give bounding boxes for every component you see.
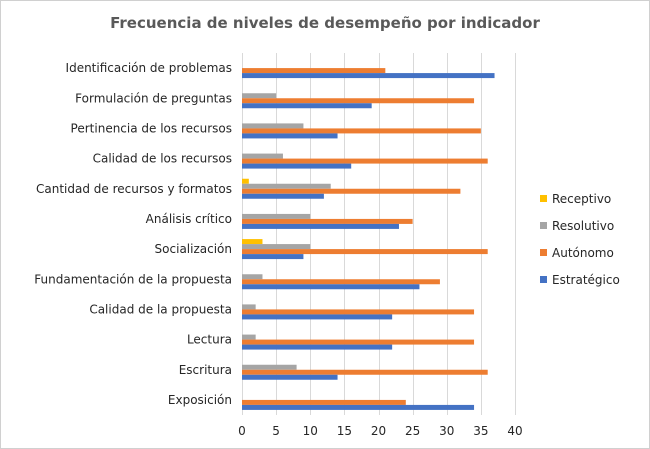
x-tick-label: 0 xyxy=(238,424,246,438)
category-label: Pertinencia de los recursos xyxy=(71,121,232,135)
bar-resolutivo xyxy=(242,93,277,99)
bar-autónomo xyxy=(242,98,475,104)
bar-estratégico xyxy=(242,284,420,290)
category-label: Exposición xyxy=(168,393,232,407)
bar-autónomo xyxy=(242,369,488,375)
bar-estratégico xyxy=(242,133,338,139)
bar-estratégico xyxy=(242,163,352,169)
category-labels: Identificación de problemas Formulación d… xyxy=(34,61,232,407)
bar-autónomo xyxy=(242,399,406,405)
bar-autónomo xyxy=(242,128,481,134)
x-tick-labels: 0 5 10 15 20 25 30 35 40 xyxy=(238,424,522,438)
legend-label: Resolutivo xyxy=(552,219,614,233)
category-label: Calidad de la propuesta xyxy=(89,302,232,316)
legend-swatch xyxy=(540,222,547,229)
bar-autónomo xyxy=(242,158,488,164)
bar-estratégico xyxy=(242,314,393,320)
bar-resolutivo xyxy=(242,334,256,340)
category-label: Identificación de problemas xyxy=(66,61,232,75)
bar-resolutivo xyxy=(242,274,263,280)
x-tick-label: 5 xyxy=(272,424,280,438)
bar-resolutivo xyxy=(242,244,311,250)
bar-resolutivo xyxy=(242,183,331,189)
x-tick-label: 25 xyxy=(405,424,420,438)
bar-estratégico xyxy=(242,344,393,350)
legend-swatch xyxy=(540,195,547,202)
x-tick-label: 30 xyxy=(439,424,454,438)
x-tick-label: 15 xyxy=(337,424,352,438)
bar-resolutivo xyxy=(242,123,304,129)
x-tick-label: 10 xyxy=(303,424,318,438)
legend-label: Estratégico xyxy=(552,273,620,287)
category-label: Lectura xyxy=(187,333,232,347)
bar-receptivo xyxy=(242,239,263,245)
bar-estratégico xyxy=(242,404,475,410)
bar-estratégico xyxy=(242,73,495,79)
bar-estratégico xyxy=(242,193,324,199)
legend: Receptivo Resolutivo Autónomo Estratégico xyxy=(540,192,620,287)
bars xyxy=(242,68,495,410)
bar-autónomo xyxy=(242,188,461,194)
category-label: Calidad de los recursos xyxy=(93,152,232,166)
bar-estratégico xyxy=(242,254,304,260)
bar-estratégico xyxy=(242,103,372,109)
bar-autónomo xyxy=(242,309,475,315)
category-label: Análisis crítico xyxy=(146,212,232,226)
x-tick-label: 35 xyxy=(473,424,488,438)
x-tick-label: 40 xyxy=(507,424,522,438)
bar-estratégico xyxy=(242,374,338,380)
bar-resolutivo xyxy=(242,213,311,219)
bar-resolutivo xyxy=(242,304,256,310)
legend-label: Receptivo xyxy=(552,192,611,206)
bar-autónomo xyxy=(242,339,475,345)
bar-estratégico xyxy=(242,223,399,229)
bar-autónomo xyxy=(242,68,386,74)
bar-autónomo xyxy=(242,249,488,255)
bar-autónomo xyxy=(242,279,440,285)
bar-autónomo xyxy=(242,218,413,224)
category-label: Cantidad de recursos y formatos xyxy=(36,182,232,196)
legend-swatch xyxy=(540,249,547,256)
category-label: Formulación de preguntas xyxy=(75,91,232,105)
category-label: Socialización xyxy=(155,242,232,256)
bar-receptivo xyxy=(242,178,249,184)
bar-resolutivo xyxy=(242,153,283,159)
category-label: Escritura xyxy=(179,363,232,377)
bar-resolutivo xyxy=(242,364,297,370)
legend-label: Autónomo xyxy=(552,246,614,260)
category-label: Fundamentación de la propuesta xyxy=(34,272,232,286)
grid-lines xyxy=(242,53,516,415)
chart-title: Frecuencia de niveles de desempeño por i… xyxy=(110,14,540,32)
x-tick-label: 20 xyxy=(371,424,386,438)
legend-swatch xyxy=(540,276,547,283)
